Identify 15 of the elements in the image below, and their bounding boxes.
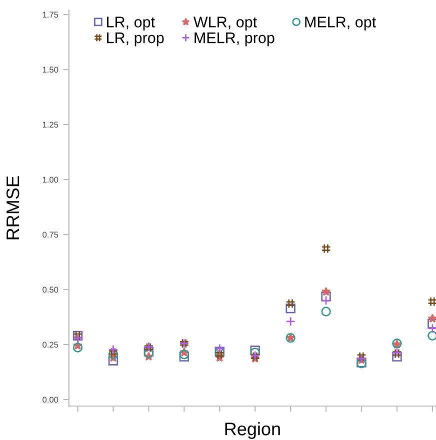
legend-label: WLR, opt: [193, 16, 257, 30]
x-axis-title: Region: [225, 422, 280, 439]
y-axis-title: RRMSE: [6, 176, 20, 240]
legend-label: LR, prop: [107, 32, 164, 46]
y-tick-label: 0.00: [42, 396, 58, 403]
y-tick-label: 1.25: [42, 122, 58, 128]
y-tick-label: 0.75: [42, 232, 58, 238]
legend-label: MELR, opt: [305, 16, 376, 30]
y-tick-label: 0.25: [42, 342, 58, 348]
y-tick-label: 1.75: [42, 12, 58, 18]
legend-label: LR, opt: [107, 16, 155, 30]
y-tick-label: 1.50: [42, 66, 58, 73]
y-tick-label: 0.50: [42, 286, 58, 293]
legend-label: MELR, prop: [194, 32, 274, 46]
y-tick-label: 1.00: [42, 176, 58, 183]
